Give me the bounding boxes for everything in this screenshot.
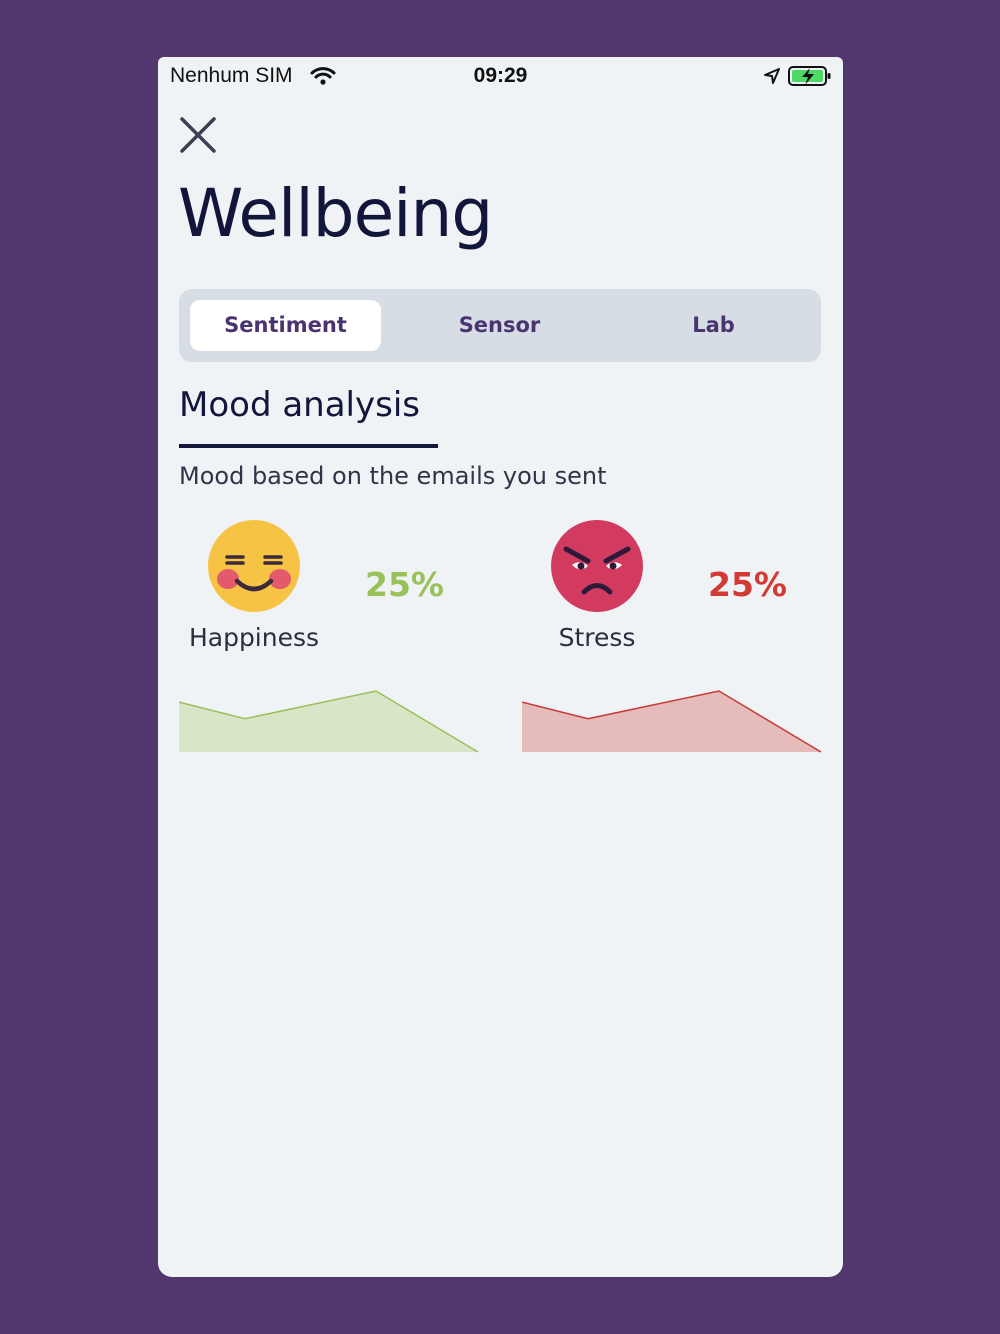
happiness-sparkline-line: [179, 690, 479, 753]
happiness-percent: 25%: [365, 565, 444, 604]
section-title: Mood analysis: [179, 385, 420, 425]
page-title: Wellbeing: [178, 175, 493, 252]
status-bar: Nenhum SIM 09:29: [158, 57, 843, 95]
status-time: 09:29: [473, 64, 528, 87]
tab-sentiment[interactable]: Sentiment: [190, 300, 381, 351]
tab-sensor[interactable]: Sensor: [458, 313, 541, 337]
stress-sparkline-area: [522, 691, 821, 752]
carrier-label: Nenhum SIM: [170, 64, 293, 87]
stress-percent: 25%: [708, 565, 787, 604]
happiness-sparkline: [179, 690, 479, 753]
smiling-face-icon: [207, 519, 301, 613]
location-arrow-icon: [763, 67, 781, 90]
section-subtitle: Mood based on the emails you sent: [179, 462, 607, 490]
wifi-icon: [310, 66, 336, 91]
stress-label: Stress: [558, 623, 636, 652]
close-button[interactable]: [176, 113, 220, 157]
happiness-label: Happiness: [188, 623, 320, 652]
tab-lab[interactable]: Lab: [692, 313, 735, 337]
stress-sparkline-line: [522, 690, 822, 753]
close-icon[interactable]: [176, 113, 220, 157]
phone-screen: Nenhum SIM 09:29: [158, 57, 843, 1277]
segmented-control: Sentiment Sensor Lab: [179, 289, 821, 362]
happiness-sparkline-area: [179, 691, 478, 752]
stress-sparkline: [522, 690, 822, 753]
battery-charging-icon: [788, 65, 832, 92]
section-underline: [179, 444, 438, 448]
angry-face-icon: [550, 519, 644, 613]
